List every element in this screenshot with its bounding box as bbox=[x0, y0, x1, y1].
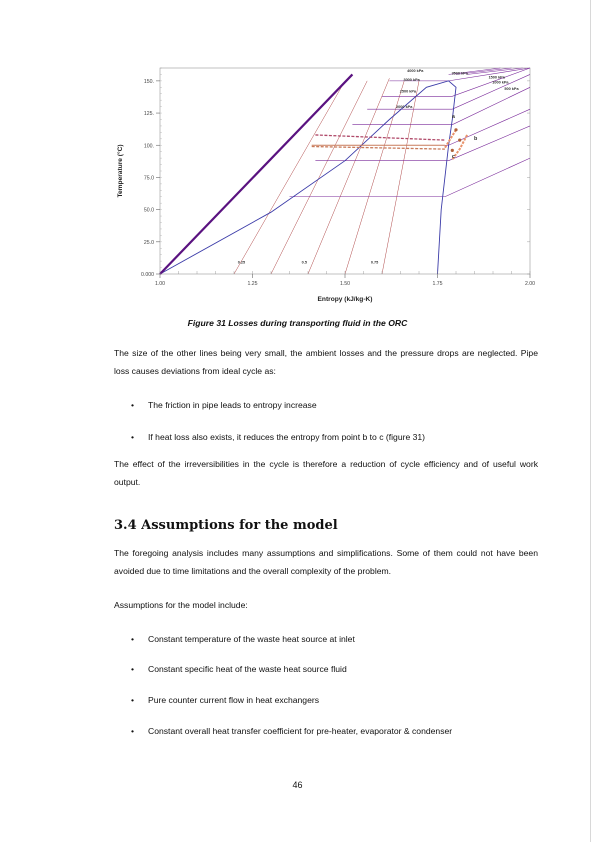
bullet-icon: • bbox=[131, 695, 135, 705]
list-item-text: Constant specific heat of the waste heat… bbox=[148, 664, 347, 674]
x-tick-label: 2.00 bbox=[525, 281, 535, 287]
ts-diagram-figure: 1.00 1.25 1.50 1.75 2.00 0.000 25.0 50.0 75.0 100… bbox=[110, 56, 550, 308]
list-item-text: Pure counter current flow in heat exchan… bbox=[148, 695, 320, 705]
bullet-icon: • bbox=[131, 726, 135, 736]
loss-dashed-line bbox=[311, 145, 445, 150]
loss-path-bc bbox=[451, 134, 468, 160]
list-item-text: The friction in pipe leads to entropy in… bbox=[148, 400, 317, 410]
isobar-line bbox=[289, 157, 531, 198]
quality-label: 0.5 bbox=[302, 261, 307, 265]
bullet-icon: • bbox=[131, 400, 135, 410]
bullet-icon: • bbox=[131, 664, 135, 674]
y-tick-label: 25.0 bbox=[144, 240, 154, 246]
y-tick-label: 0.000 bbox=[141, 272, 154, 278]
quality-label: 0.75 bbox=[371, 261, 378, 265]
ts-diagram-chart: 1.00 1.25 1.50 1.75 2.00 0.000 25.0 50.0 75.0 100… bbox=[116, 67, 535, 303]
bullet-icon: • bbox=[131, 634, 135, 644]
quality-line bbox=[344, 80, 405, 275]
state-point bbox=[458, 138, 462, 142]
isobar-line bbox=[315, 125, 531, 161]
isobar-label: 1000 kPa bbox=[492, 80, 509, 84]
isobar-line bbox=[382, 67, 531, 97]
bullet-icon: • bbox=[131, 432, 135, 442]
quality-line bbox=[307, 78, 390, 275]
isobar-label: 3500 kPa bbox=[452, 71, 469, 75]
isobar-label: 500 kPa bbox=[504, 87, 519, 91]
section-heading: 3.4 Assumptions for the model bbox=[114, 518, 338, 533]
isobar-line bbox=[448, 67, 501, 75]
page-number: 46 bbox=[292, 780, 303, 790]
isobar-label: 2000 kPa bbox=[396, 105, 413, 109]
y-axis-label: Temperature (°C) bbox=[116, 144, 124, 197]
isobar-line bbox=[467, 67, 523, 75]
y-tick-label: 150. bbox=[144, 79, 154, 85]
x-axis-label: Entropy (kJ/kg-K) bbox=[318, 296, 373, 303]
list-item-text: If heat loss also exists, it reduces the… bbox=[148, 432, 426, 442]
isobar-line bbox=[455, 67, 512, 75]
paragraph-irreversibilities: The effect of the irreversibilities in t… bbox=[114, 459, 538, 487]
y-tick-label: 125. bbox=[144, 111, 154, 117]
list-item-text: Constant temperature of the waste heat s… bbox=[148, 634, 355, 644]
point-label: b bbox=[474, 136, 478, 142]
isobar-label: 1500 kPa bbox=[489, 75, 506, 79]
paragraph-analysis: The foregoing analysis includes many ass… bbox=[114, 548, 538, 576]
x-tick-label: 1.50 bbox=[340, 281, 350, 287]
loss-dashed-line bbox=[315, 134, 445, 141]
isobar-label: 2500 kPa bbox=[400, 89, 417, 93]
x-tick-label: 1.00 bbox=[155, 281, 165, 287]
figure-caption: Figure 31 Losses during transporting flu… bbox=[187, 318, 408, 328]
isobar-line bbox=[352, 87, 531, 125]
x-tick-label: 1.75 bbox=[432, 281, 442, 287]
isobar-line bbox=[367, 74, 531, 110]
x-tick-label: 1.25 bbox=[247, 281, 257, 287]
quality-line bbox=[270, 80, 368, 275]
quality-label: 0.25 bbox=[238, 261, 245, 265]
isobar-label: 3000 kPa bbox=[403, 78, 420, 82]
cycle-heating-line bbox=[159, 73, 354, 275]
y-tick-label: 75.0 bbox=[144, 175, 154, 181]
saturation-dome bbox=[159, 80, 457, 275]
y-tick-label: 50.0 bbox=[144, 208, 154, 214]
paragraph-pipe-loss: The size of the other lines being very s… bbox=[114, 348, 538, 376]
quality-line bbox=[381, 80, 420, 275]
paragraph-assumptions-intro: Assumptions for the model include: bbox=[114, 600, 248, 610]
quality-line bbox=[233, 80, 346, 275]
isobar-line bbox=[333, 108, 531, 146]
state-point bbox=[450, 148, 454, 152]
isobar-label: 4000 kPa bbox=[407, 69, 424, 73]
list-item-text: Constant overall heat transfer coefficie… bbox=[148, 726, 453, 736]
state-point bbox=[454, 128, 458, 132]
point-label: a bbox=[452, 114, 456, 120]
point-label: c bbox=[452, 154, 455, 160]
y-tick-label: 100. bbox=[144, 143, 154, 149]
